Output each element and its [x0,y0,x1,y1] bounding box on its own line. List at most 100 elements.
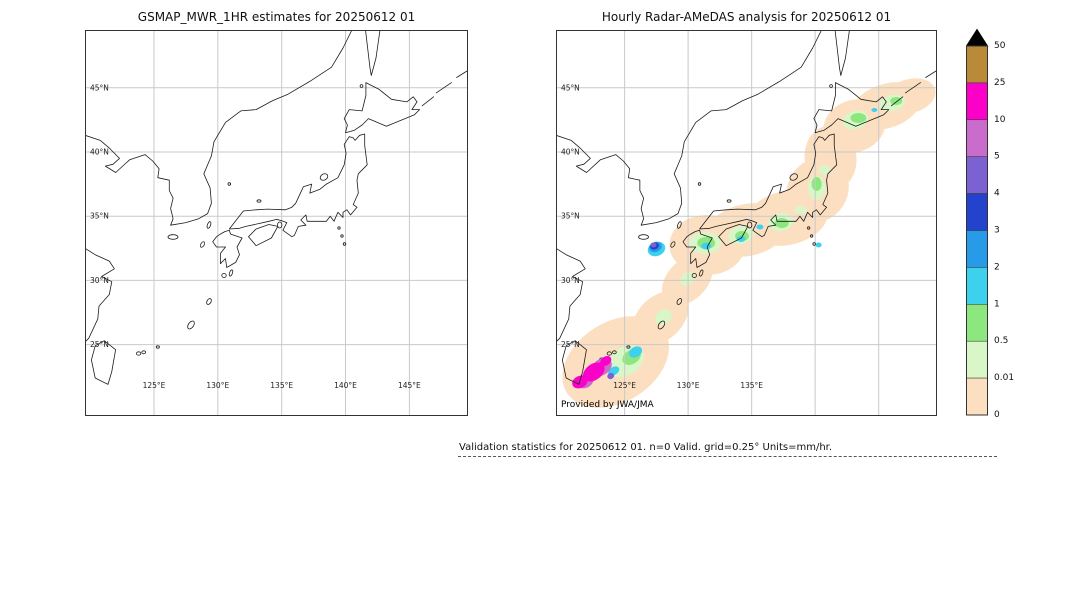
precip-cell [629,346,643,358]
precip-cell [871,108,878,112]
colorbar-segment [966,230,988,268]
coastline [421,96,434,107]
colorbar-label: 2 [994,262,1000,272]
island-outline [657,320,666,330]
map-canvas-gsmap: 45°N 40°N 35°N 30°N 25°N 125°E 130°E 135°E 140°E… [85,30,468,416]
island-outline [697,182,702,186]
island-outline [206,221,212,229]
colorbar-segment [966,377,988,416]
island-outline [810,234,814,238]
lat-tick-label: 45°N [561,83,580,92]
island-outline [807,226,811,230]
lon-tick-label: 135°E [270,381,293,390]
island-outline [726,199,732,203]
lon-tick-label: 125°E [613,381,636,390]
colorbar-segment [966,304,988,342]
map-canvas-radar: 45°N 40°N 35°N 30°N 25°N 125°E 130°E 135°E [556,30,937,416]
lat-tick-label: 45°N [90,83,109,92]
island-outline [699,269,704,277]
panel-title-gsmap: GSMAP_MWR_1HR estimates for 20250612 01 [137,10,416,24]
lat-tick-label: 40°N [90,148,109,157]
coastline [91,340,116,385]
island-outline [277,221,283,229]
lat-tick-label: 35°N [90,212,109,221]
coastline [813,82,890,134]
coastline [556,247,586,343]
precip-colorbar: 50 25 10 5 4 3 2 1 0.5 0.01 0 [966,28,1014,420]
lon-tick-label: 130°E [677,381,700,390]
coastline [343,82,420,134]
coastline [834,30,850,76]
precip-cell [811,177,822,191]
precip-cell [600,355,612,367]
island-outline [256,199,262,203]
coastline [85,247,115,343]
colorbar-label: 3 [994,226,1000,236]
colorbar-label: 0.01 [994,373,1014,383]
panel-title-radar: Hourly Radar-AMeDAS analysis for 2025061… [601,10,892,24]
coastline [85,30,353,226]
coastline [456,70,468,78]
island-outline [206,298,212,305]
colorbar-segment [966,119,988,157]
precip-cell [583,362,605,382]
island-outline [670,241,676,248]
coastline [925,70,937,78]
colorbar-over-triangle [966,28,989,47]
colorbar-label: 1 [994,299,1000,309]
map-frame [556,30,937,416]
coastline [435,82,452,94]
lat-tick-label: 40°N [561,147,580,156]
precip-cell [607,372,615,380]
colorbar-label: 10 [994,115,1006,125]
lon-tick-label: 145°E [398,381,421,390]
coastline [904,82,921,94]
lon-tick-label: 140°E [334,381,357,390]
precip-cell [680,271,695,287]
coastline [365,30,381,76]
map-frame [85,30,468,416]
island-outline [606,351,612,356]
colorbar-label: 0 [994,410,1000,420]
coastline [890,96,904,107]
island-outline [227,182,231,186]
colorbar-segment [966,156,988,194]
island-outline [677,221,682,229]
island-outline [155,345,160,349]
separator-line [458,456,997,457]
colorbar-segment [966,267,988,305]
island-outline [691,273,697,278]
island-outline [676,298,683,305]
island-outline [342,242,347,246]
colorbar-label: 5 [994,152,1000,162]
island-outline [187,320,195,330]
coastline [228,133,368,238]
island-outline [812,242,816,246]
island-outline [612,350,617,355]
island-outline [319,173,329,181]
precip-cell [756,224,764,230]
island-outline [167,234,179,240]
lat-tick-label: 25°N [561,340,580,349]
island-outline [626,345,631,349]
island-outline [789,173,798,181]
coastline [682,229,713,268]
coastline [699,133,838,238]
island-outline [829,84,833,88]
island-outline [337,226,341,230]
precip-cell [794,206,807,214]
data-source-annotation: Provided by JWA/JMA [561,400,654,410]
precip-cell [774,218,789,228]
coastline [561,340,587,385]
lat-tick-label: 35°N [561,212,580,221]
lat-tick-label: 30°N [561,276,580,285]
island-outline [638,234,649,240]
coastline [212,229,243,268]
precip-cell [815,242,822,248]
colorbar-label: 4 [994,189,1000,199]
colorbar-outline [966,45,988,416]
coastline [248,224,279,247]
map-panel-gsmap: GSMAP_MWR_1HR estimates for 20250612 01 … [85,10,468,416]
colorbar-segment [966,45,988,84]
